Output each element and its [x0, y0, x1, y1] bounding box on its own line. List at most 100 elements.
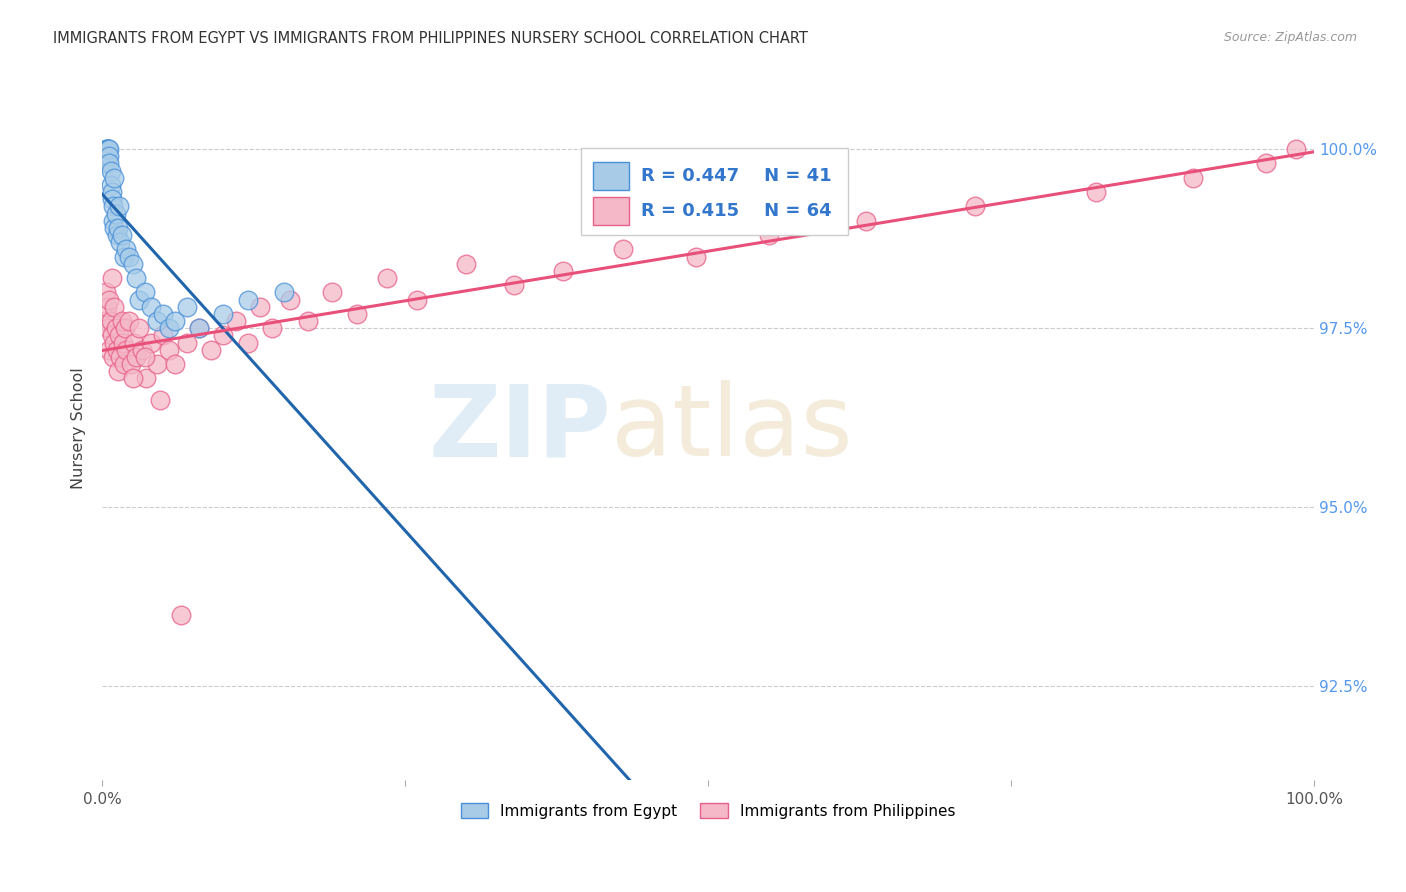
Point [98, 149, 121, 163]
Text: R = 0.447    N = 41: R = 0.447 N = 41 [641, 167, 832, 185]
Point [101, 192, 124, 206]
Point [128, 321, 150, 335]
Point [100, 163, 122, 178]
Point [152, 307, 174, 321]
Point [112, 357, 135, 371]
Point [1254, 156, 1277, 170]
Point [111, 335, 134, 350]
Point [135, 371, 157, 385]
Point [98, 156, 121, 170]
Point [212, 307, 235, 321]
Point [96, 300, 118, 314]
Point [115, 343, 138, 357]
Point [236, 335, 259, 350]
Point [118, 314, 141, 328]
Point [122, 335, 145, 350]
Point [107, 364, 129, 378]
Point [152, 328, 174, 343]
Point [346, 307, 368, 321]
Point [103, 335, 125, 350]
Point [101, 185, 124, 199]
Point [94, 142, 117, 156]
Point [212, 328, 235, 343]
Point [98, 343, 121, 357]
Point [321, 285, 343, 300]
Point [101, 271, 124, 285]
Legend: Immigrants from Egypt, Immigrants from Philippines: Immigrants from Egypt, Immigrants from P… [454, 797, 962, 824]
Point [101, 199, 124, 213]
Point [100, 178, 122, 192]
Point [163, 314, 186, 328]
Point [612, 243, 634, 257]
Point [97, 321, 120, 335]
Point [110, 235, 132, 250]
Point [134, 350, 156, 364]
Point [188, 321, 211, 335]
Point [157, 343, 180, 357]
Point [454, 257, 477, 271]
Point [170, 607, 193, 622]
Point [375, 271, 398, 285]
Point [297, 314, 319, 328]
Point [200, 343, 222, 357]
Point [98, 293, 121, 307]
Text: R = 0.415    N = 64: R = 0.415 N = 64 [641, 202, 832, 219]
Point [101, 350, 124, 364]
Point [104, 206, 127, 220]
Point [101, 328, 124, 343]
FancyBboxPatch shape [593, 197, 630, 225]
Point [110, 314, 132, 328]
Point [108, 199, 131, 213]
Point [125, 350, 148, 364]
Point [121, 257, 143, 271]
Point [118, 250, 141, 264]
Point [97, 142, 120, 156]
Point [406, 293, 429, 307]
Point [225, 314, 247, 328]
Point [163, 357, 186, 371]
Point [108, 328, 131, 343]
Point [96, 142, 118, 156]
Point [110, 350, 132, 364]
Point [107, 220, 129, 235]
Point [97, 142, 120, 156]
Point [176, 300, 198, 314]
Point [758, 228, 780, 243]
Point [94, 285, 117, 300]
Point [100, 314, 122, 328]
Point [503, 278, 526, 293]
Point [685, 250, 707, 264]
Point [105, 228, 128, 243]
Point [105, 343, 128, 357]
Point [93, 314, 115, 328]
Point [1181, 170, 1204, 185]
Y-axis label: Nursery School: Nursery School [72, 368, 86, 490]
Point [96, 149, 118, 163]
Point [551, 264, 574, 278]
FancyBboxPatch shape [593, 161, 630, 190]
Point [110, 228, 132, 243]
Text: Source: ZipAtlas.com: Source: ZipAtlas.com [1223, 31, 1357, 45]
Point [145, 314, 167, 328]
Point [176, 335, 198, 350]
Point [139, 300, 162, 314]
Point [188, 321, 211, 335]
Text: atlas: atlas [612, 380, 853, 477]
Text: IMMIGRANTS FROM EGYPT VS IMMIGRANTS FROM PHILIPPINES NURSERY SCHOOL CORRELATION : IMMIGRANTS FROM EGYPT VS IMMIGRANTS FROM… [53, 31, 808, 46]
Point [115, 243, 138, 257]
Point [134, 285, 156, 300]
Point [855, 213, 877, 227]
Point [1084, 185, 1107, 199]
Text: ZIP: ZIP [429, 380, 612, 477]
Point [98, 142, 121, 156]
Point [120, 357, 142, 371]
Point [1285, 142, 1308, 156]
Point [103, 170, 125, 185]
Point [236, 293, 259, 307]
Point [103, 220, 125, 235]
Point [125, 271, 148, 285]
Point [112, 250, 135, 264]
Point [260, 321, 283, 335]
Point [104, 321, 127, 335]
Point [249, 300, 271, 314]
